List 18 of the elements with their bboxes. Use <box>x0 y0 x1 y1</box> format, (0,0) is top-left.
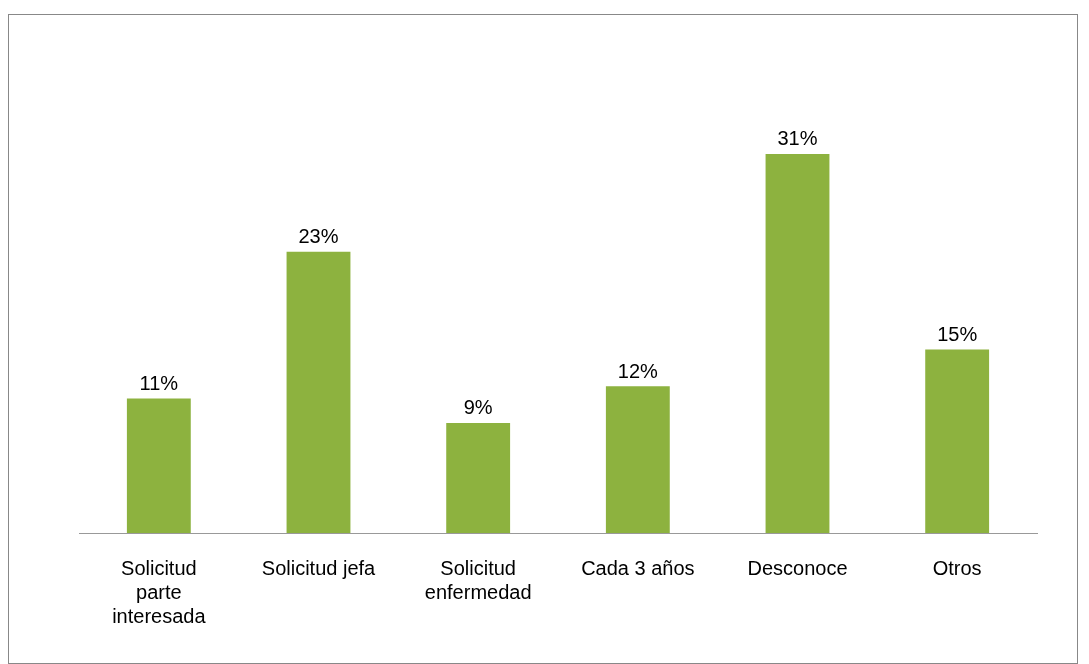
bar <box>605 386 670 533</box>
data-label: 9% <box>463 396 493 419</box>
data-label: 23% <box>298 225 339 248</box>
x-tick-label: Solicitud enfermedad <box>424 556 532 603</box>
data-label: 15% <box>937 323 978 346</box>
data-label: 11% <box>139 372 179 394</box>
data-label: 12% <box>617 359 659 382</box>
data-label: 31% <box>777 127 818 150</box>
bar <box>925 349 990 533</box>
x-tick-label: Solicitud jefa <box>261 556 377 579</box>
bar <box>446 422 511 533</box>
x-tick-label: Solicitud parte interesada <box>112 556 207 627</box>
bar <box>765 153 830 533</box>
x-tick-label: Otros <box>932 556 982 579</box>
bar <box>286 251 351 533</box>
x-tick-label: Desconoce <box>747 556 848 579</box>
x-tick-label: Cada 3 años <box>581 556 695 579</box>
bar <box>126 398 191 533</box>
